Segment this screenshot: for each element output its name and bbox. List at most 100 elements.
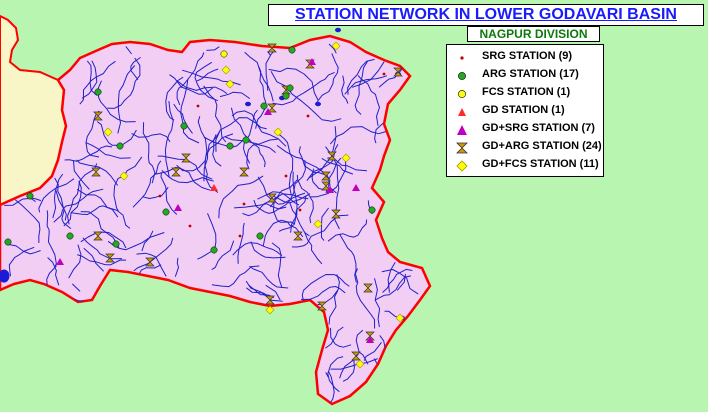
river-segment <box>5 243 41 255</box>
arg-station <box>116 142 124 150</box>
river-segment <box>81 60 98 99</box>
fcs-station <box>220 50 228 58</box>
river-segment <box>196 68 219 82</box>
river-segment <box>79 60 116 105</box>
river-segment <box>328 290 339 325</box>
river-segment <box>363 341 382 361</box>
lake <box>335 27 341 33</box>
river-segment <box>132 160 162 208</box>
river-segment <box>275 131 294 196</box>
river-segment <box>296 174 314 224</box>
river-segment <box>77 254 127 266</box>
river-segment <box>80 211 120 248</box>
river-segment <box>244 51 274 102</box>
legend-item: GD+SRG STATION (7) <box>447 121 603 139</box>
river-segment <box>71 283 81 292</box>
river-segment <box>107 57 141 109</box>
river-segment <box>265 49 276 91</box>
river-segment <box>268 67 319 101</box>
river-segment <box>310 158 347 198</box>
arg-station <box>94 88 102 96</box>
river-segment <box>231 110 287 147</box>
basin-region <box>0 34 432 406</box>
river-segment <box>339 233 357 283</box>
station-markers <box>4 41 405 369</box>
river-segment <box>204 133 234 193</box>
gd-arg-station <box>93 231 103 241</box>
river-segment <box>351 61 385 88</box>
river-segment <box>86 60 98 96</box>
gd-fcs-station <box>221 65 231 75</box>
river-segment <box>315 53 339 104</box>
river-segment <box>76 188 131 229</box>
srg-station <box>158 194 162 198</box>
srg-station <box>242 202 246 206</box>
river-segment <box>253 192 306 214</box>
river-segment <box>374 278 381 328</box>
legend: SRG STATION (9) ARG STATION (17) FCS STA… <box>446 44 604 177</box>
river-segment <box>272 71 335 106</box>
river-segment <box>63 180 82 227</box>
gd-arg-station <box>267 43 277 53</box>
river-segment <box>64 145 113 162</box>
river-segment <box>203 85 227 143</box>
gd-fcs-station <box>331 41 341 51</box>
river-segment <box>278 196 307 232</box>
river-segment <box>344 75 388 95</box>
river-segment <box>130 56 141 81</box>
river-segment <box>237 222 245 264</box>
gd-srg-station <box>56 258 64 265</box>
river-segment <box>68 244 82 279</box>
srg-dot-icon <box>460 56 464 60</box>
gd-fcs-diamond-icon <box>456 160 468 172</box>
river-segment <box>206 46 220 51</box>
arg-station <box>162 208 170 216</box>
river-segment <box>8 246 35 277</box>
river-segment <box>219 91 251 100</box>
river-segment <box>341 75 349 104</box>
river-segment <box>354 60 369 115</box>
gd-srg-station <box>326 186 334 193</box>
gd-arg-station <box>105 253 115 263</box>
arg-station <box>112 240 120 248</box>
river-segment <box>325 372 329 378</box>
gd-arg-station <box>393 67 403 77</box>
river-segment <box>246 144 276 170</box>
gd-fcs-station <box>265 305 275 315</box>
gd-arg-station <box>265 295 275 305</box>
river-segment <box>304 231 323 265</box>
river-segment <box>180 111 200 144</box>
arg-station <box>242 136 250 144</box>
river-segment <box>47 257 60 286</box>
gd-arg-station <box>331 209 341 219</box>
srg-station <box>284 174 288 178</box>
river-segment <box>325 157 342 193</box>
river-segment <box>161 170 214 184</box>
river-segment <box>76 159 119 186</box>
river-segment <box>74 298 84 302</box>
river-segment <box>160 172 178 215</box>
lake <box>245 101 251 107</box>
gd-srg-station <box>174 204 182 211</box>
gd-arg-station <box>293 231 303 241</box>
river-segment <box>38 178 75 213</box>
gd-srg-station <box>352 184 360 191</box>
river-segment <box>85 142 131 159</box>
arg-station <box>226 142 234 150</box>
river-segment <box>176 52 205 106</box>
legend-label: ARG STATION (17) <box>482 68 579 80</box>
river-segment <box>379 335 386 348</box>
river-segment <box>80 231 127 249</box>
river-segment <box>374 122 384 144</box>
gd-fcs-station <box>395 313 405 323</box>
river-segment <box>157 155 213 180</box>
river-segment <box>131 132 171 143</box>
gd-arg-station <box>239 167 249 177</box>
river-segment <box>327 356 344 393</box>
river-segment <box>270 71 342 122</box>
gd-arg-station <box>145 257 155 267</box>
srg-station <box>382 72 386 76</box>
river-segment <box>73 160 90 190</box>
river-segment <box>347 58 375 95</box>
river-segment <box>169 74 214 95</box>
